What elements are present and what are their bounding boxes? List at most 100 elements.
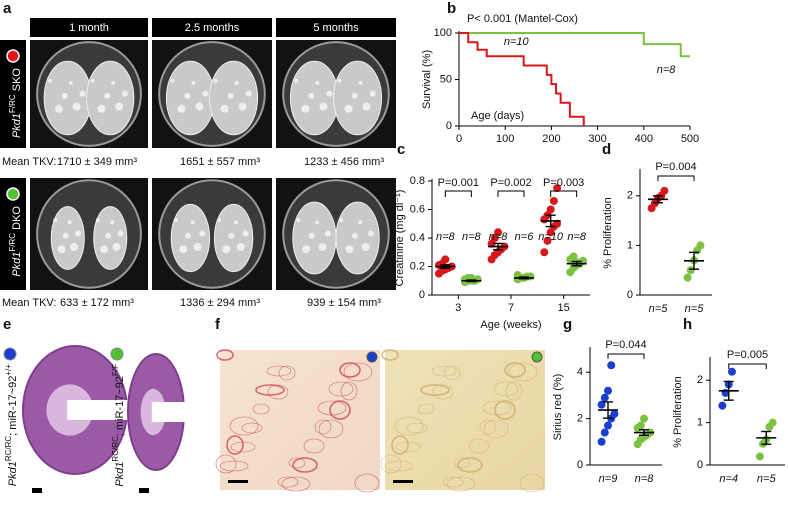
data-point <box>494 228 502 237</box>
scale-bar <box>228 480 248 483</box>
data-point <box>636 421 645 430</box>
cyst <box>238 102 247 111</box>
cyst <box>294 78 299 83</box>
cyst <box>213 78 218 83</box>
y-tick-label: 0.4 <box>410 232 425 244</box>
label-part: Pkd1 <box>7 461 19 486</box>
y-tick-label: 1 <box>627 239 633 251</box>
panel-letter: g <box>563 316 572 333</box>
cyst <box>337 78 342 83</box>
x-tick-label: 500 <box>681 133 699 145</box>
cyst <box>195 102 204 111</box>
cyst <box>296 218 301 223</box>
y-tick-label: 2 <box>577 413 583 425</box>
bracket <box>657 175 695 181</box>
cyst <box>318 242 327 251</box>
tubule <box>442 476 464 488</box>
panel-letter: e <box>3 316 11 333</box>
cyst <box>67 220 72 225</box>
cyst <box>369 90 376 97</box>
y-tick-label: 0 <box>446 120 452 132</box>
bracket <box>550 190 578 197</box>
cyst <box>62 232 69 239</box>
data-point <box>597 437 606 446</box>
column-label: 5 months <box>313 22 359 34</box>
y-tick-label: 0 <box>419 289 425 301</box>
x-tick-label: 400 <box>635 133 653 145</box>
cyst <box>72 102 81 111</box>
cyst <box>193 242 202 251</box>
cyst <box>228 232 235 239</box>
cyst <box>217 218 222 223</box>
cyst <box>326 90 333 97</box>
kidney <box>292 201 337 275</box>
tubule <box>281 476 311 492</box>
tubule <box>391 435 409 455</box>
cyst <box>301 104 310 113</box>
y-tick-label: 0 <box>627 289 633 301</box>
tubule <box>508 362 538 382</box>
label: Pkd1RC/RC; miR-17~92+/+ <box>4 364 19 487</box>
n-label: n=10 <box>538 231 564 243</box>
cyst <box>199 230 206 237</box>
tubule <box>468 438 490 454</box>
tkv-value: 1233 ± 456 mm³ <box>304 156 384 168</box>
data-point <box>600 393 609 402</box>
kidney <box>93 206 128 270</box>
cyst <box>115 102 124 111</box>
superscript: F/RC <box>8 233 17 252</box>
tkv-label: Mean TKV: <box>2 297 56 309</box>
cyst <box>242 230 249 237</box>
tkv-value: 1651 ± 557 mm³ <box>180 156 260 168</box>
y-axis-label: % Proliferation <box>602 197 614 269</box>
panel-letter: c <box>397 141 405 158</box>
cyst <box>69 242 78 251</box>
tubule <box>317 400 347 416</box>
cyst <box>319 102 328 111</box>
tubule <box>215 454 237 474</box>
data-point <box>597 400 606 409</box>
tubule <box>226 435 244 455</box>
annotation: P< 0.001 (Mantel-Cox) <box>467 13 578 25</box>
data-point <box>604 421 612 430</box>
tubule <box>340 381 358 401</box>
cyst <box>315 80 320 85</box>
data-point <box>540 248 549 257</box>
tubule <box>482 400 512 416</box>
tubule <box>255 384 285 396</box>
label-part: Pkd1 <box>11 252 23 277</box>
cyst <box>121 90 128 97</box>
cyst <box>179 245 188 254</box>
tubule <box>417 403 435 415</box>
genotype-dot <box>366 351 378 363</box>
cyst <box>236 242 245 251</box>
tubule <box>241 422 263 434</box>
data-point <box>553 219 562 228</box>
n-label: n=6 <box>515 231 535 243</box>
panel-letter: f <box>215 316 221 333</box>
data-point <box>660 186 669 195</box>
label-part: ; miR-17~92 <box>7 376 19 436</box>
panel-letter: h <box>683 316 692 333</box>
tubule <box>252 403 270 415</box>
tubule <box>229 416 259 436</box>
data-point <box>696 241 705 250</box>
y-tick-label: 100 <box>434 27 452 39</box>
kidney <box>333 60 383 136</box>
label-part: Pkd1 <box>11 113 23 138</box>
cyst <box>362 102 371 111</box>
data-point <box>549 196 558 205</box>
y-tick-label: 2 <box>697 374 703 386</box>
cyst <box>191 80 196 85</box>
superscript: F/F <box>111 364 120 376</box>
x-tick-label: n=4 <box>719 473 738 485</box>
cyst <box>54 104 63 113</box>
label-part: SKO <box>11 68 23 95</box>
genotype-dot <box>6 187 20 201</box>
cyst <box>351 232 358 239</box>
tubule <box>494 400 516 420</box>
genotype-dot <box>110 347 124 361</box>
cyst <box>177 104 186 113</box>
cyst <box>112 242 121 251</box>
tubule <box>303 438 325 454</box>
